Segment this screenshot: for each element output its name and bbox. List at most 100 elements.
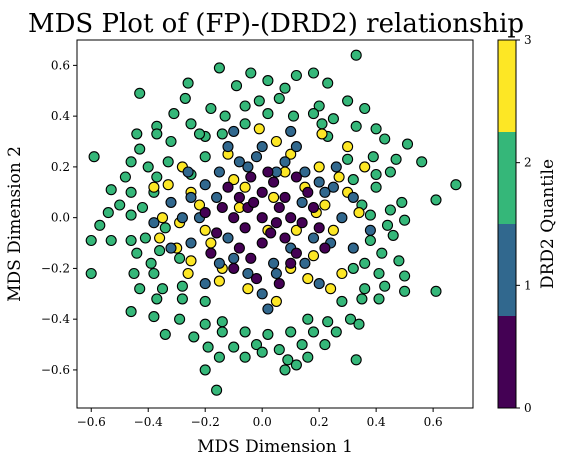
scatter-point-138 (162, 179, 174, 191)
scatter-point-210 (313, 176, 325, 188)
scatter-point-9 (230, 80, 243, 92)
scatter-point-216 (268, 257, 280, 269)
scatter-point-8 (322, 77, 334, 89)
scatter-point-241 (245, 252, 257, 264)
scatter-point-34 (165, 135, 177, 148)
scatter-point-80 (154, 245, 166, 257)
scatter-point-221 (330, 161, 342, 173)
plot-frame (76, 39, 474, 409)
scatter-point-207 (165, 196, 177, 208)
scatter-point-153 (213, 275, 225, 287)
scatter-point-157 (205, 237, 217, 249)
scatter-point-128 (213, 351, 225, 363)
scatter-point-41 (162, 156, 174, 168)
scatter-point-239 (216, 201, 228, 214)
scatter-point-256 (250, 273, 263, 285)
scatter-point-119 (285, 326, 297, 338)
scatter-point-132 (302, 351, 314, 363)
scatter-point-217 (211, 191, 223, 203)
scatter-point-235 (228, 212, 240, 224)
scatter-point-40 (125, 156, 137, 168)
scatter-point-111 (322, 316, 334, 328)
scatter-point-218 (296, 196, 308, 208)
scatter-point-59 (347, 174, 359, 186)
scatter-point-152 (242, 283, 254, 295)
scatter-point-115 (188, 331, 200, 343)
scatter-point-251 (290, 171, 302, 183)
scatter-point-85 (359, 257, 371, 269)
scatter-point-114 (159, 328, 171, 340)
scatter-point-45 (367, 151, 379, 163)
scatter-point-44 (342, 153, 354, 165)
scatter-point-81 (376, 247, 388, 259)
x-tick-label-0: −0.6 (77, 415, 106, 429)
scatter-point-177 (316, 128, 328, 140)
scatter-point-124 (250, 339, 263, 351)
chart-title: MDS Plot of (FP)-(DRD2) relationship (28, 9, 524, 39)
scatter-point-58 (450, 179, 462, 191)
scatter-point-7 (262, 75, 274, 87)
scatter-point-88 (128, 267, 140, 280)
scatter-point-237 (270, 217, 282, 229)
y-tick-label-4: 0.2 (51, 160, 70, 174)
scatter-point-127 (319, 339, 331, 351)
scatter-point-245 (211, 227, 223, 239)
scatter-point-222 (182, 166, 194, 178)
scatter-point-92 (134, 283, 146, 295)
scatter-point-174 (359, 161, 371, 173)
scatter-point-12 (273, 92, 285, 104)
y-tick-label-1: −0.4 (41, 312, 71, 326)
scatter-point-113 (353, 318, 365, 330)
scatter-point-35 (216, 128, 228, 140)
scatter-point-203 (313, 278, 325, 290)
scatter-point-192 (270, 267, 282, 280)
scatter-point-242 (268, 176, 280, 188)
scatter-point-136 (290, 359, 302, 371)
scatter-point-4 (307, 67, 320, 79)
scatter-point-233 (256, 186, 268, 198)
colorbar-segment-2 (498, 132, 516, 224)
scatter-point-99 (125, 306, 137, 318)
scatter-point-28 (131, 128, 143, 140)
scatter-point-112 (344, 313, 357, 325)
scatter-point-194 (213, 257, 225, 269)
scatter-point-257 (307, 201, 320, 214)
scatter-point-90 (373, 267, 385, 280)
scatter-point-183 (199, 179, 211, 191)
scatter-point-232 (279, 191, 291, 203)
scatter-point-5 (134, 87, 146, 99)
scatter-point-227 (262, 303, 274, 315)
scatter-point-6 (182, 77, 194, 89)
scatter-point-259 (285, 257, 297, 269)
scatter-point-87 (85, 267, 97, 280)
scatter-point-133 (350, 354, 362, 366)
scatter-point-131 (282, 354, 294, 366)
scatter-point-13 (342, 95, 354, 107)
scatter-point-77 (364, 234, 376, 247)
scatter-point-118 (262, 328, 274, 340)
scatter-point-224 (148, 217, 160, 229)
scatter-point-51 (151, 171, 163, 183)
scatter-point-196 (176, 212, 188, 224)
scatter-point-148 (319, 199, 331, 211)
scatter-point-223 (364, 224, 376, 236)
scatter-point-143 (185, 255, 197, 267)
scatter-point-252 (228, 262, 240, 274)
x-tick-label-2: −0.2 (191, 415, 220, 429)
scatter-point-176 (253, 123, 265, 135)
scatter-point-38 (134, 143, 146, 155)
scatter-point-141 (154, 232, 166, 244)
scatter-point-52 (370, 168, 382, 181)
scatter-point-250 (239, 222, 251, 234)
scatter-point-171 (302, 273, 314, 285)
scatter-point-202 (347, 242, 359, 254)
x-tick-label-5: 0.4 (367, 415, 386, 429)
scatter-point-188 (327, 181, 339, 193)
scatter-point-215 (250, 151, 263, 163)
scatter-point-247 (265, 227, 277, 239)
scatter-point-137 (211, 384, 223, 396)
scatter-point-198 (222, 141, 234, 153)
scatter-point-226 (228, 125, 240, 137)
scatter-point-175 (270, 295, 282, 307)
scatter-point-83 (145, 257, 157, 269)
